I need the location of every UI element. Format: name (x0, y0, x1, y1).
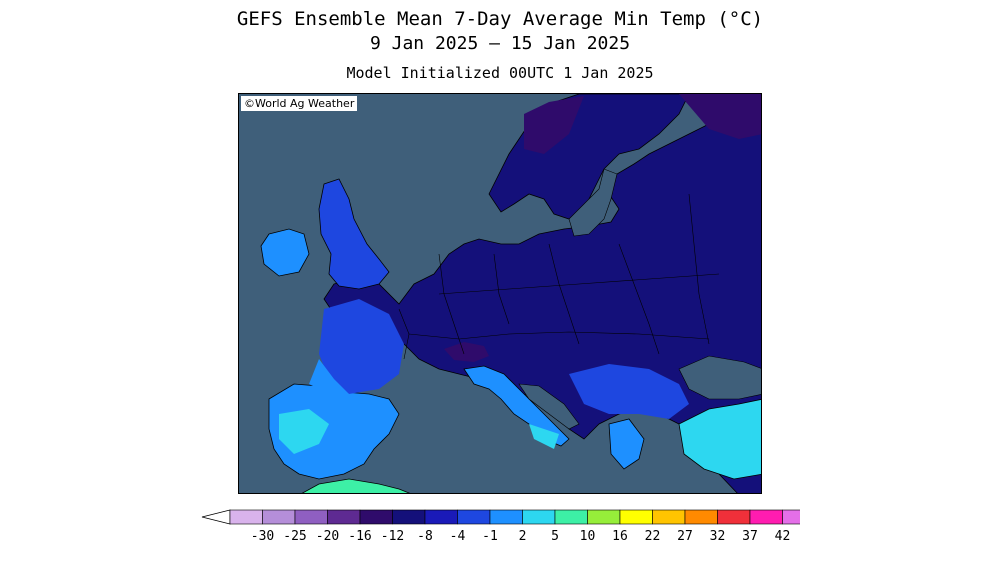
color-swatch (684, 509, 718, 525)
color-swatch (457, 509, 491, 525)
land-mass-great-britain (318, 178, 390, 290)
color-scale-tick-label: -16 (348, 529, 371, 544)
color-swatch (587, 509, 621, 525)
color-scale-tick-label: -8 (417, 529, 433, 544)
color-scale-swatches (201, 509, 800, 525)
color-swatch (782, 509, 800, 525)
color-swatch (392, 509, 426, 525)
color-scale-tick-label: 42 (775, 529, 791, 544)
color-swatch (294, 509, 328, 525)
color-scale-tick-label: 5 (551, 529, 559, 544)
temperature-map (260, 94, 761, 493)
color-swatch (262, 509, 296, 525)
color-scale-tick-label: 37 (742, 529, 758, 544)
color-scale-tick-label: -4 (450, 529, 466, 544)
color-swatch (522, 509, 556, 525)
black-sea (678, 355, 761, 400)
land-region-italy-south (529, 424, 559, 449)
color-scale-bar: -30 -25 -20 -16 -12 -8 -4 -1 2 5 10 16 22 27 32 37 42 (201, 509, 800, 544)
color-scale-tick-label: -30 (251, 529, 274, 544)
color-swatch (327, 509, 361, 525)
land-region-france-coast (309, 359, 349, 394)
land-region-balkans (569, 364, 689, 419)
map-panel: ©World Ag Weather (238, 93, 762, 494)
color-scale-tick-label: 22 (645, 529, 661, 544)
country-borders (398, 193, 720, 360)
color-swatch (619, 509, 653, 525)
color-swatch (424, 509, 458, 525)
color-scale-tick-label: 10 (580, 529, 596, 544)
color-swatch (554, 509, 588, 525)
color-scale-tick-label: 32 (710, 529, 726, 544)
map-title: GEFS Ensemble Mean 7-Day Average Min Tem… (236, 8, 764, 30)
color-swatch (652, 509, 686, 525)
copyright-label: ©World Ag Weather (241, 96, 358, 111)
under-range-triangle (201, 509, 231, 525)
color-scale-ticks: -30 -25 -20 -16 -12 -8 -4 -1 2 5 10 16 22 27 32 37 42 (251, 529, 791, 544)
land-mass-north-africa (301, 478, 411, 493)
land-mass-italy (463, 365, 570, 447)
land-mass-greece (608, 418, 645, 470)
color-scale-tick-label: -1 (482, 529, 498, 544)
color-scale-tick-label: 2 (519, 529, 527, 544)
color-swatch (229, 509, 263, 525)
land-region-finland-cold (679, 94, 761, 139)
land-region-scandinavia-cold (524, 96, 584, 154)
color-scale-tick-label: -20 (316, 529, 339, 544)
color-swatch (717, 509, 751, 525)
color-scale-tick-label: 27 (677, 529, 693, 544)
land-mass-ireland (260, 228, 310, 277)
model-init-label: Model Initialized 00UTC 1 Jan 2025 (346, 64, 654, 82)
date-range: 9 Jan 2025 – 15 Jan 2025 (369, 33, 631, 54)
color-swatch (749, 509, 783, 525)
land-region-iberia-mild (279, 409, 329, 454)
color-scale-tick-label: -12 (381, 529, 404, 544)
land-region-france (319, 299, 404, 394)
color-swatch (489, 509, 523, 525)
adriatic-sea (518, 383, 580, 430)
land-mass-turkey (678, 399, 761, 480)
baltic-sea (568, 168, 618, 237)
land-region-alps (444, 342, 489, 362)
color-swatch (359, 509, 393, 525)
color-scale-tick-label: -25 (283, 529, 306, 544)
color-scale-tick-label: 16 (612, 529, 628, 544)
